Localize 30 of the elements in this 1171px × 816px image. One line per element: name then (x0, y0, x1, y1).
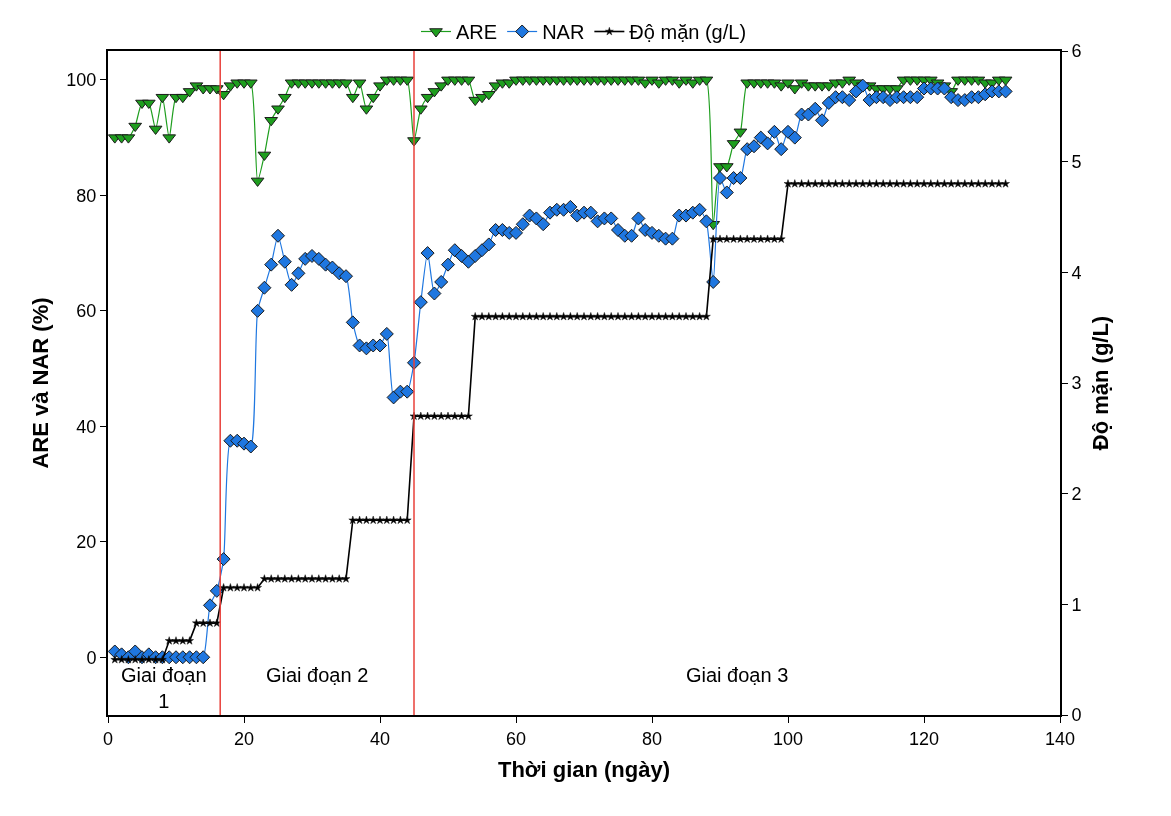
y2-tick-label: 4 (1071, 262, 1082, 283)
y2-axis-title: Độ mặn (g/L) (1088, 315, 1114, 451)
x-tick-label: 140 (1044, 728, 1076, 749)
x-tick-label: 100 (772, 728, 804, 749)
y2-tick-label: 0 (1071, 705, 1082, 726)
y-tick-label: 0 (86, 647, 97, 668)
y-tick-label: 100 (66, 70, 97, 91)
y2-tick-label: 2 (1071, 483, 1082, 504)
annotation: Giai đoạn 1 (121, 664, 207, 712)
y-tick-label: 20 (76, 532, 97, 553)
x-tick-label: 20 (233, 728, 255, 749)
x-tick-label: 40 (369, 728, 391, 749)
x-tick-label: 120 (908, 728, 940, 749)
x-axis-title: Thời gian (ngày) (497, 757, 671, 782)
annotation: Giai đoạn 3 (686, 664, 789, 686)
y2-tick-label: 1 (1071, 594, 1082, 615)
x-tick-label: 60 (505, 728, 527, 749)
x-tick-label: 0 (102, 728, 114, 749)
legend-label: NAR (542, 21, 585, 44)
legend-label: Độ mặn (g/L) (629, 21, 747, 44)
legend-label: ARE (456, 21, 498, 44)
y2-tick-label: 6 (1071, 41, 1082, 62)
y2-tick-label: 5 (1071, 151, 1082, 172)
y-tick-label: 40 (76, 416, 97, 437)
y2-tick-label: 3 (1071, 373, 1082, 394)
y-tick-label: 80 (76, 185, 97, 206)
x-tick-label: 80 (641, 728, 663, 749)
y-tick-label: 60 (76, 301, 97, 322)
y-axis-title: ARE và NAR (%) (27, 297, 53, 469)
annotation: Giai đoạn 2 (266, 664, 369, 686)
